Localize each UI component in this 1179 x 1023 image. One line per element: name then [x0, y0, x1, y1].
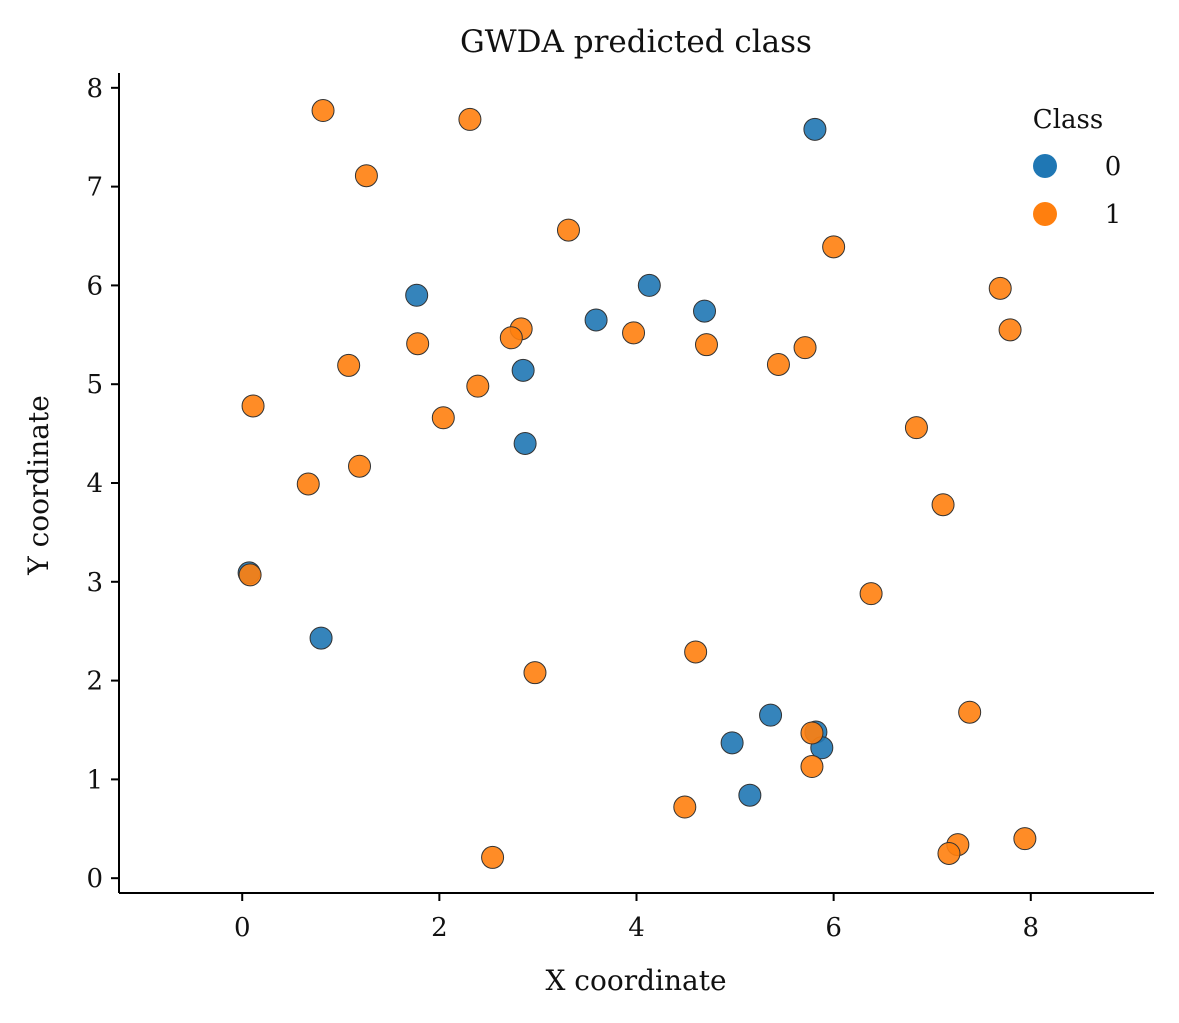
data-point-class-0 [309, 626, 333, 650]
data-point-class-0 [513, 431, 537, 455]
data-point-class-1 [431, 406, 455, 430]
y-tick-label: 2 [86, 667, 103, 697]
x-tick-label: 6 [825, 913, 842, 943]
data-point-class-1 [937, 841, 961, 865]
x-tick-label: 4 [628, 913, 645, 943]
chart-title: GWDA predicted class [460, 24, 812, 60]
legend-label-class-1: 1 [1105, 200, 1122, 230]
data-point-class-1 [458, 107, 482, 131]
data-point-class-1 [766, 352, 790, 376]
data-point-class-0 [738, 783, 762, 807]
legend-title: Class [1033, 105, 1103, 135]
data-point-class-1 [1013, 827, 1037, 851]
data-point-class-1 [800, 755, 824, 779]
x-axis-label: X coordinate [545, 964, 726, 997]
data-point-class-1 [673, 795, 697, 819]
y-tick-label: 3 [86, 568, 103, 598]
data-point-class-1 [800, 721, 824, 745]
data-point-class-0 [584, 308, 608, 332]
y-ticks: 0 1 2 3 4 5 6 7 8 [86, 74, 119, 894]
data-point-class-0 [637, 273, 661, 297]
data-point-class-1 [694, 333, 718, 357]
x-tick-label: 2 [431, 913, 448, 943]
data-point-class-1 [296, 472, 320, 496]
data-point-class-0 [720, 731, 744, 755]
data-point-class-1 [354, 164, 378, 188]
data-point-class-1 [622, 321, 646, 345]
y-tick-label: 6 [86, 271, 103, 301]
data-point-class-1 [523, 661, 547, 685]
y-tick-label: 5 [86, 370, 103, 400]
legend: Class 0 1 [1033, 105, 1121, 230]
data-point-class-1 [822, 235, 846, 259]
data-point-class-1 [406, 332, 430, 356]
y-axis-label: Y coordinate [22, 395, 55, 576]
legend-marker-class-1 [1033, 202, 1057, 226]
data-point-class-1 [348, 454, 372, 478]
data-point-class-0 [511, 358, 535, 382]
data-point-class-1 [481, 845, 505, 869]
data-point-class-0 [405, 283, 429, 307]
y-tick-label: 4 [86, 469, 103, 499]
data-point-class-1 [859, 582, 883, 606]
data-point-class-0 [803, 117, 827, 141]
legend-marker-class-0 [1033, 154, 1057, 178]
data-point-class-1 [904, 416, 928, 440]
y-tick-label: 8 [86, 74, 103, 104]
data-point-class-1 [931, 493, 955, 517]
data-point-class-1 [988, 276, 1012, 300]
data-point-class-1 [337, 353, 361, 377]
y-tick-label: 0 [86, 864, 103, 894]
data-point-class-1 [958, 700, 982, 724]
x-tick-label: 8 [1023, 913, 1040, 943]
data-point-class-1 [241, 394, 265, 418]
y-tick-label: 1 [86, 765, 103, 795]
points-layer [237, 99, 1037, 869]
data-point-class-1 [499, 326, 523, 350]
x-ticks: 0 2 4 6 8 [234, 893, 1039, 943]
data-point-class-1 [998, 318, 1022, 342]
data-point-class-1 [466, 374, 490, 398]
data-point-class-0 [759, 703, 783, 727]
data-point-class-1 [311, 99, 335, 123]
data-point-class-1 [793, 336, 817, 360]
data-point-class-1 [556, 218, 580, 242]
data-point-class-1 [238, 563, 262, 587]
y-tick-label: 7 [86, 173, 103, 203]
data-point-class-0 [693, 299, 717, 323]
data-point-class-1 [684, 640, 708, 664]
x-tick-label: 0 [234, 913, 251, 943]
legend-label-class-0: 0 [1105, 152, 1122, 182]
